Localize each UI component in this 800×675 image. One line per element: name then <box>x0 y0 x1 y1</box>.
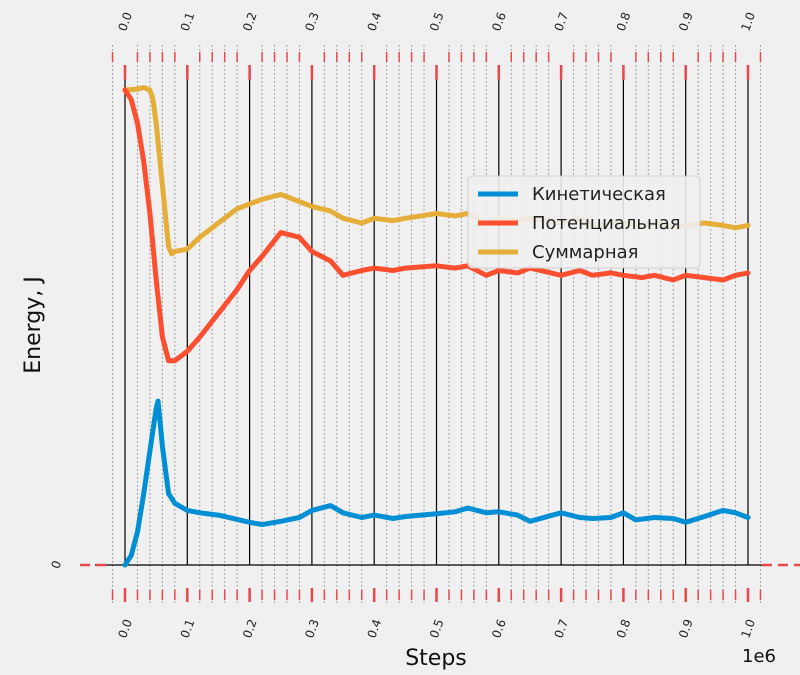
x-tick-label-top: 0.3 <box>302 10 322 33</box>
x-tick-label-bottom: 1.0 <box>738 617 758 640</box>
series-line-1 <box>122 87 751 364</box>
legend-label: Кинетическая <box>532 184 666 205</box>
x-tick-label-top: 0.7 <box>551 10 571 33</box>
tick-labels: 0.0 0.0 0.1 0.1 0.2 0.2 0.3 0.3 0.4 0.4 0.5 0.5 0.6 0… <box>48 10 758 640</box>
y-axis-label: Energy, J <box>21 276 46 374</box>
x-tick-label-bottom: 0.8 <box>614 617 634 640</box>
x-axis-label: Steps <box>405 646 467 671</box>
x-tick-label-top: 0.0 <box>115 10 135 33</box>
x-tick-label-top: 0.8 <box>614 10 634 33</box>
legend-label: Потенциальная <box>532 213 681 234</box>
legend-box <box>467 175 701 269</box>
x-tick-label-top: 0.5 <box>427 10 447 33</box>
legend-label: Суммарная <box>532 242 638 263</box>
legend: Кинетическая Потенциальная Суммарная <box>467 175 701 269</box>
x-tick-label-top: 0.2 <box>240 10 260 33</box>
x-tick-label-bottom: 0.1 <box>178 617 198 640</box>
x-tick-label-top: 0.4 <box>365 10 385 33</box>
x-tick-label-top: 0.1 <box>178 10 198 33</box>
x-tick-label-bottom: 0.5 <box>427 617 447 640</box>
x-tick-label-top: 0.6 <box>489 10 509 33</box>
tick-marks <box>111 52 762 602</box>
grid-lines <box>112 45 761 605</box>
x-tick-label-bottom: 0.6 <box>489 617 509 640</box>
x-tick-label-top: 1.0 <box>738 10 758 33</box>
x-tick-label-bottom: 0.9 <box>676 617 696 640</box>
x-tick-label-bottom: 0.3 <box>302 617 322 640</box>
series-line-0 <box>122 398 751 568</box>
x-tick-label-bottom: 0.0 <box>115 617 135 640</box>
x-tick-label-bottom: 0.4 <box>365 617 385 640</box>
x-tick-label-bottom: 0.7 <box>551 617 571 640</box>
x-tick-label-top: 0.9 <box>676 10 696 33</box>
x-offset-label: 1e6 <box>742 646 776 667</box>
x-tick-label-bottom: 0.2 <box>240 617 260 640</box>
y-tick-label: 0 <box>48 559 64 571</box>
